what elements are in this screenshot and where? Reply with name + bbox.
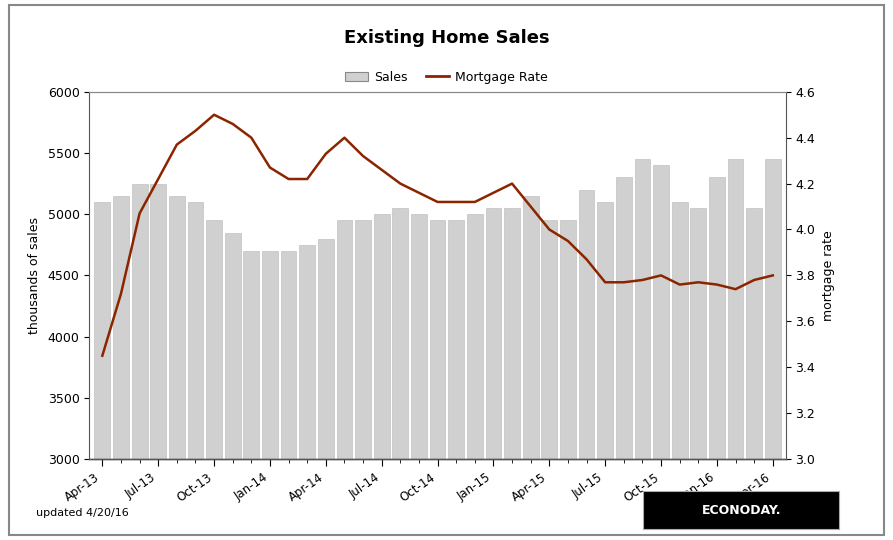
Bar — [635, 159, 650, 540]
Bar — [374, 214, 389, 540]
Bar — [392, 208, 408, 540]
Bar — [467, 214, 483, 540]
Bar — [672, 202, 688, 540]
Bar — [244, 251, 259, 540]
Bar — [225, 233, 240, 540]
Bar — [579, 190, 595, 540]
Bar — [653, 165, 669, 540]
Text: updated 4/20/16: updated 4/20/16 — [36, 508, 129, 518]
Bar — [299, 245, 315, 540]
Bar — [337, 220, 353, 540]
Bar — [486, 208, 501, 540]
Bar — [188, 202, 204, 540]
Text: ECONODAY.: ECONODAY. — [701, 504, 781, 517]
Bar — [280, 251, 296, 540]
Bar — [597, 202, 613, 540]
Bar — [430, 220, 446, 540]
Bar — [355, 220, 371, 540]
Bar — [411, 214, 427, 540]
Bar — [169, 196, 185, 540]
Bar — [262, 251, 278, 540]
Text: Existing Home Sales: Existing Home Sales — [344, 29, 549, 47]
Bar — [616, 178, 631, 540]
Legend: Sales, Mortgage Rate: Sales, Mortgage Rate — [340, 66, 553, 89]
Bar — [95, 202, 110, 540]
Bar — [747, 208, 762, 540]
Bar — [113, 196, 129, 540]
Bar — [690, 208, 706, 540]
Bar — [560, 220, 576, 540]
Bar — [709, 178, 725, 540]
Y-axis label: thousands of sales: thousands of sales — [28, 217, 41, 334]
Bar — [522, 196, 538, 540]
Bar — [728, 159, 744, 540]
Bar — [318, 239, 334, 540]
Bar — [765, 159, 780, 540]
Bar — [505, 208, 520, 540]
Y-axis label: mortgage rate: mortgage rate — [822, 230, 835, 321]
Bar — [206, 220, 222, 540]
Bar — [131, 184, 147, 540]
Bar — [448, 220, 464, 540]
Bar — [150, 184, 166, 540]
Bar — [541, 220, 557, 540]
